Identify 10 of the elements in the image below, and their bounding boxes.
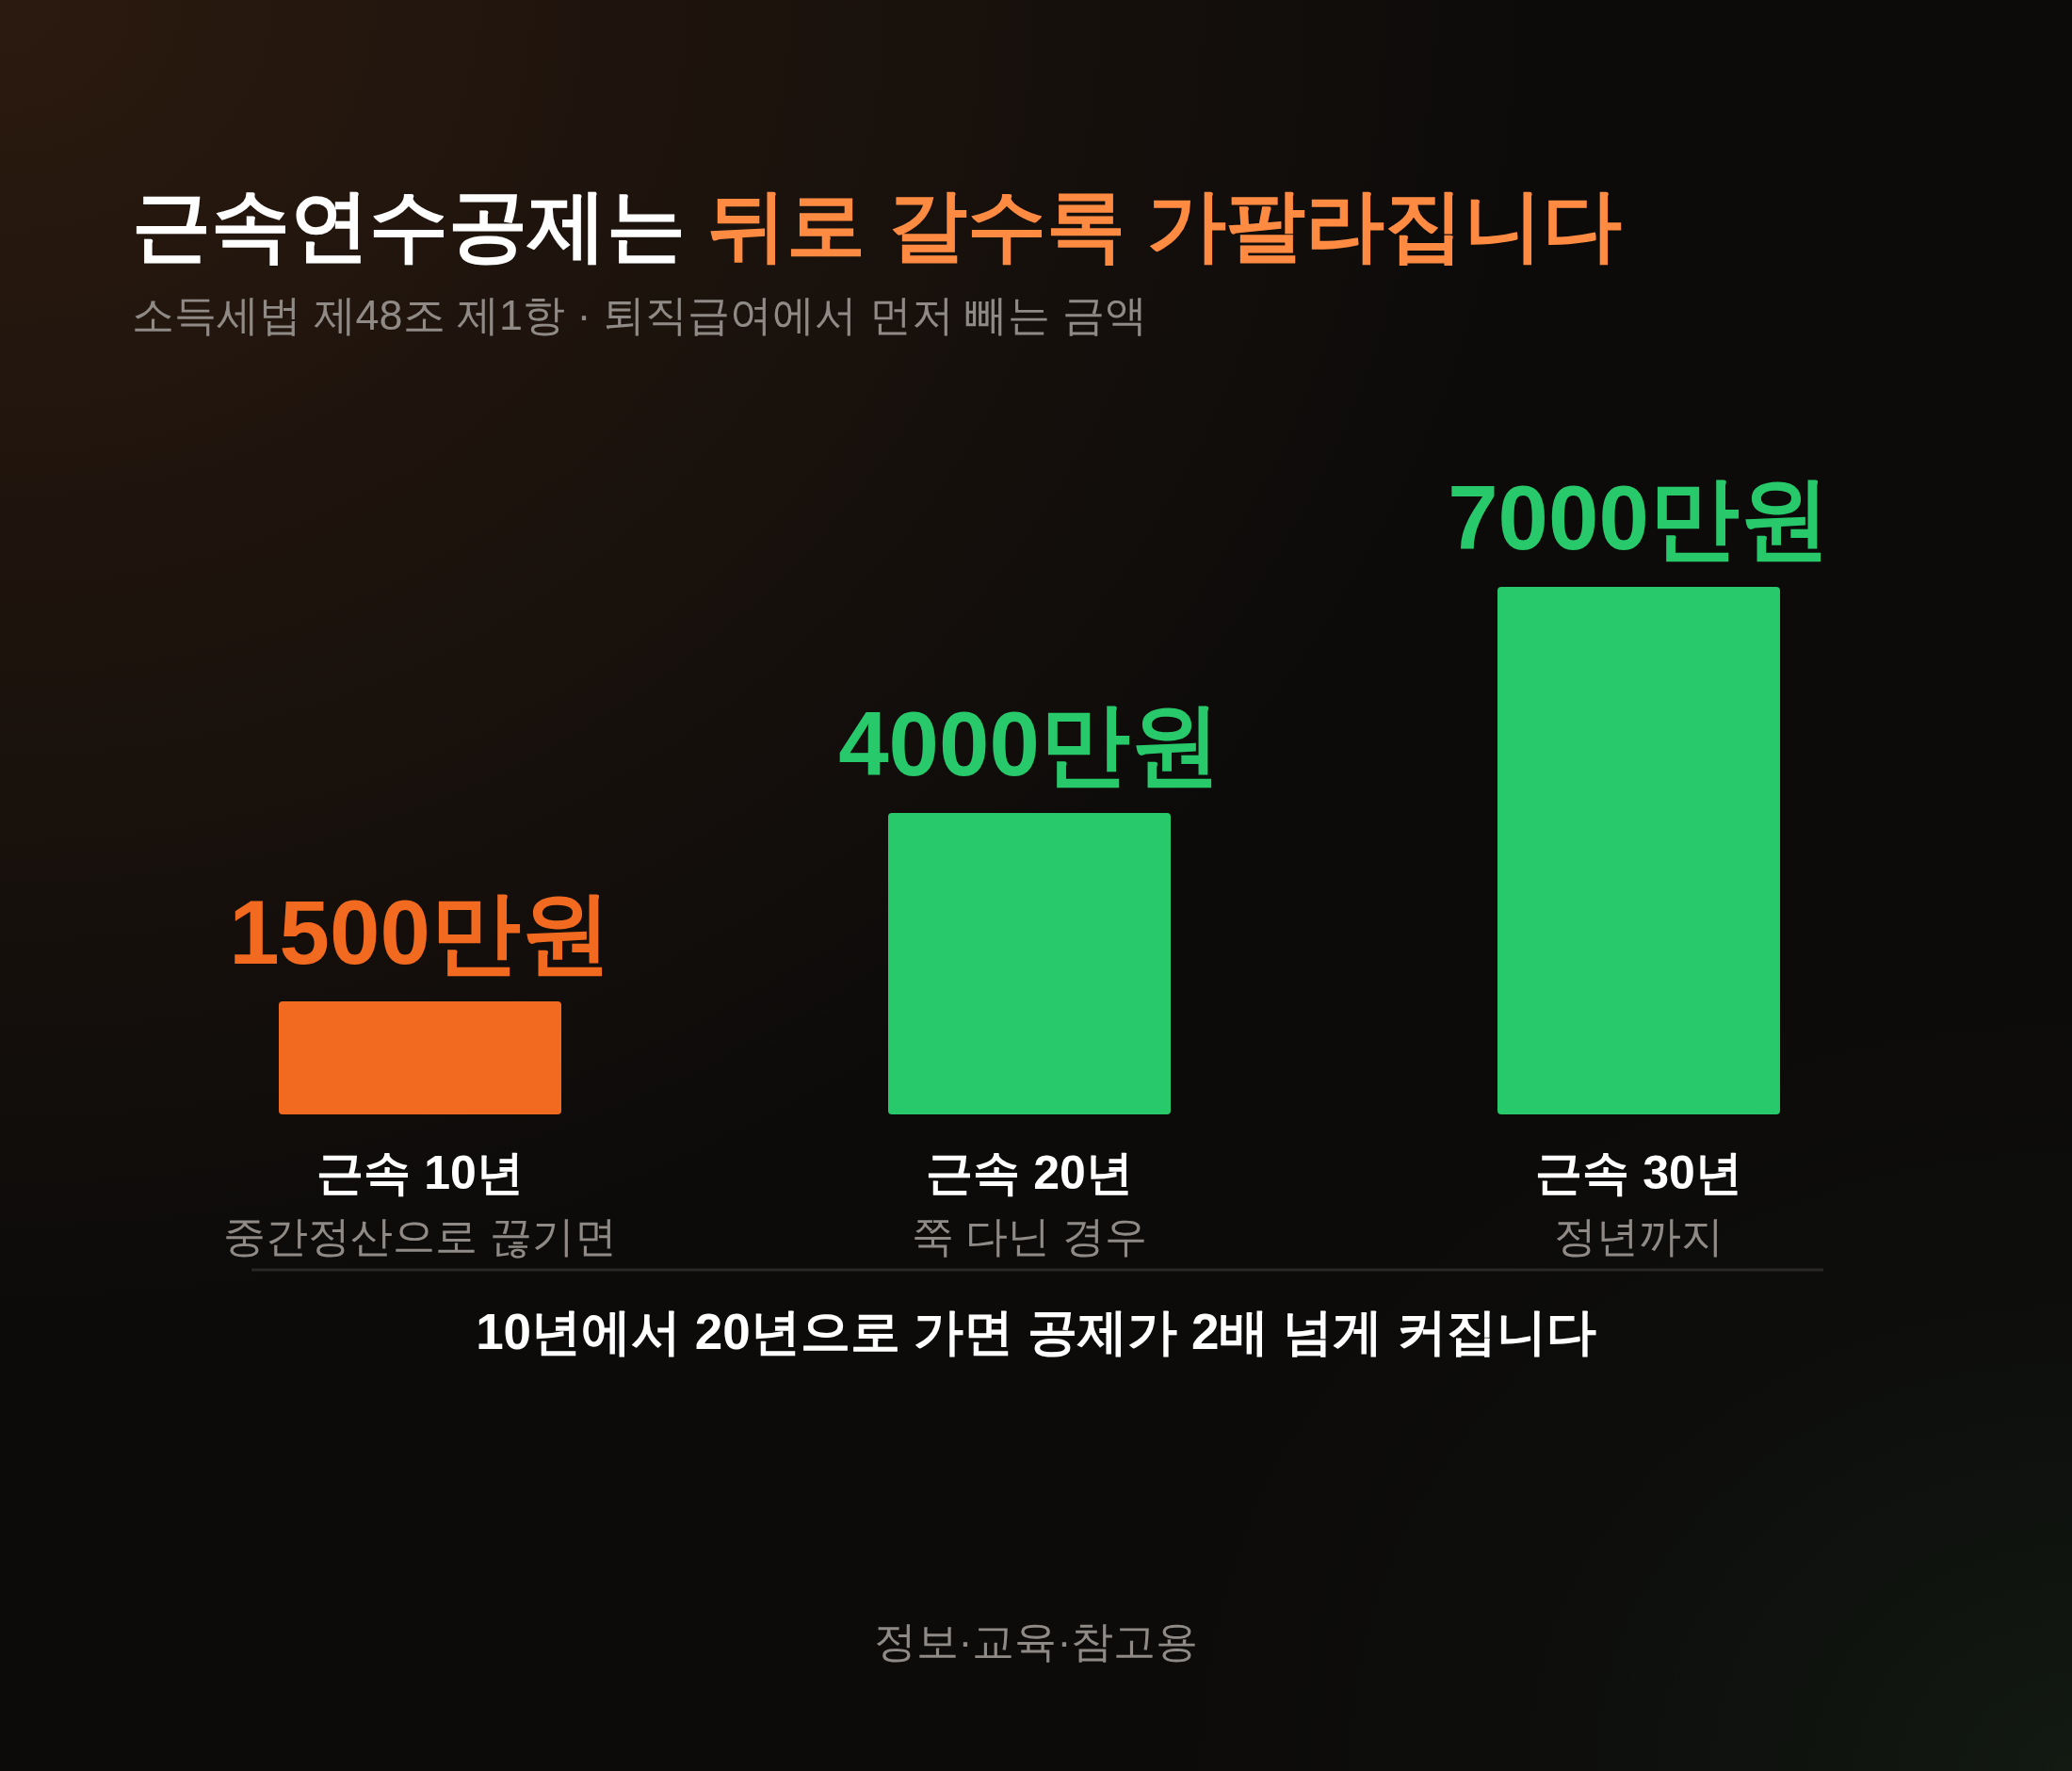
- chart-title: 근속연수공제는 뒤로 갈수록 가팔라집니다: [132, 181, 1623, 269]
- data-label: 4000만원: [838, 693, 1221, 794]
- data-label: 7000만원: [1448, 467, 1830, 568]
- text: 정보·교육·참고용: [873, 1617, 1199, 1665]
- x-tick-label: 근속 10년 중간정산으로 끊기면: [223, 1146, 617, 1260]
- data-label: 1500만원: [229, 882, 611, 983]
- x-tick-label: 근속 30년 정년까지: [1535, 1146, 1742, 1260]
- text: 10년에서 20년으로 가면 공제가 2배 넘게 커집니다: [476, 1304, 1596, 1359]
- chart-subtitle: 소득세법 제48조 제1항 · 퇴직급여에서 먼저 빼는 금액: [132, 291, 1147, 339]
- x-tick-label: 근속 20년 쭉 다닌 경우: [911, 1146, 1148, 1260]
